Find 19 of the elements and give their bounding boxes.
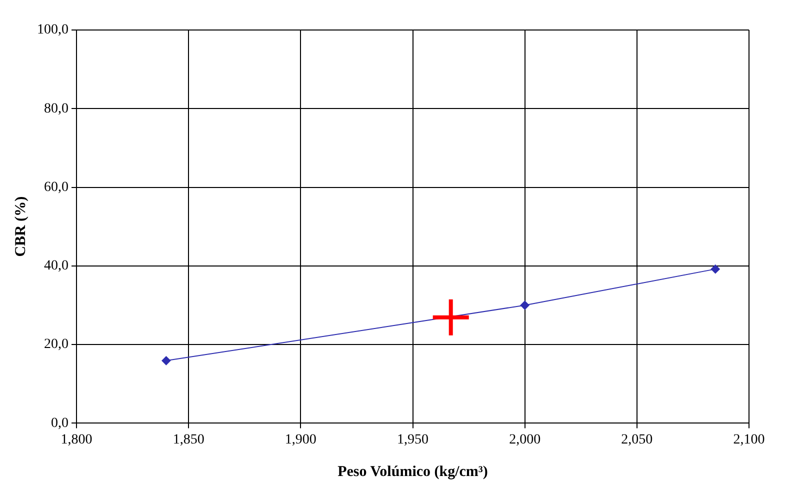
point <box>162 356 171 366</box>
y-tick-label: 40,0 <box>44 258 68 274</box>
y-tick-label: 60,0 <box>44 180 68 195</box>
y-axis-title: CBR (%) <box>12 196 29 257</box>
point <box>710 264 720 274</box>
y-tick-label: 100,0 <box>37 22 68 38</box>
x-tick-label: 1,850 <box>172 432 204 448</box>
y-tick-label: 80,0 <box>44 101 68 116</box>
point <box>520 300 530 310</box>
x-tick-label: 2,000 <box>509 432 541 448</box>
point <box>432 299 469 336</box>
y-tick-label: 0,0 <box>51 416 68 431</box>
x-tick-label: 1,900 <box>284 432 316 448</box>
x-tick-label: 1,800 <box>60 432 92 448</box>
x-axis-title: Peso Volúmico (kg/cm³) <box>338 464 488 480</box>
x-tick-label: 1,950 <box>397 432 428 448</box>
x-tick-label: 2,050 <box>621 432 653 448</box>
y-tick-label: 20,0 <box>44 337 68 352</box>
x-tick-label: 2,100 <box>733 432 765 448</box>
